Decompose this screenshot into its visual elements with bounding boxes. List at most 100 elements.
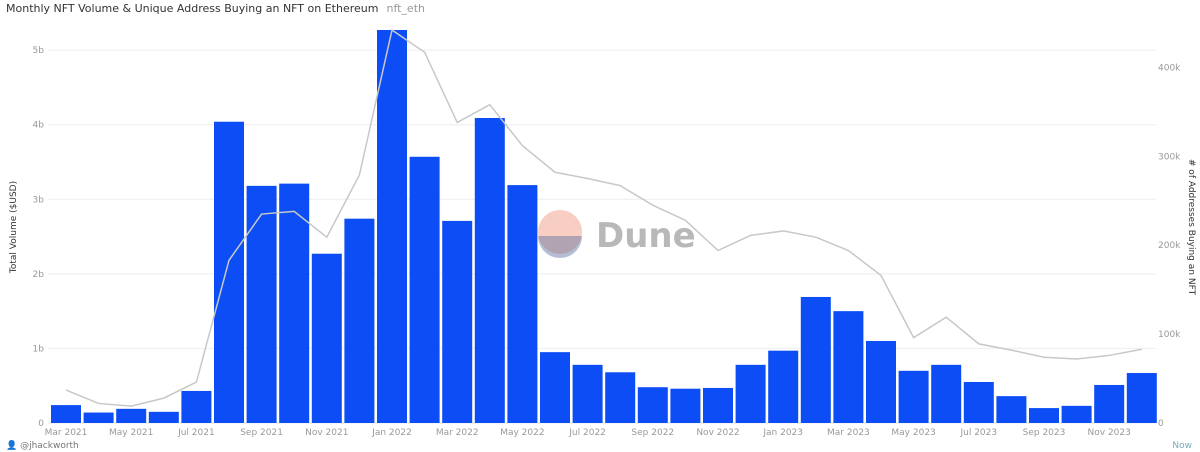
line-point[interactable] [194, 380, 198, 384]
bar-jul-2021[interactable] [181, 390, 212, 423]
line-point[interactable] [357, 173, 361, 177]
x-tick-label: Nov 2023 [1088, 428, 1131, 438]
author-credit[interactable]: 👤 @jhackworth [6, 441, 79, 451]
bar-mar-2023[interactable] [833, 311, 864, 423]
line-point[interactable] [781, 229, 785, 233]
bar-feb-2023[interactable] [800, 296, 831, 423]
bar-aug-2022[interactable] [605, 372, 636, 423]
bar-jan-2022[interactable] [377, 30, 407, 423]
bar-aug-2021[interactable] [214, 121, 244, 424]
x-tick-label: Mar 2023 [827, 428, 870, 438]
line-point[interactable] [1075, 357, 1079, 361]
title-text: Monthly NFT Volume & Unique Address Buyi… [6, 2, 379, 15]
x-tick-label: May 2023 [891, 428, 935, 438]
line-point[interactable] [1107, 353, 1111, 357]
y-tick-label: 2b [33, 270, 45, 280]
line-point[interactable] [162, 396, 166, 400]
line-point[interactable] [97, 401, 101, 405]
line-point[interactable] [260, 212, 264, 216]
line-point[interactable] [586, 176, 590, 180]
line-point[interactable] [292, 209, 296, 213]
x-tick-label: Jul 2021 [177, 428, 215, 438]
bar-nov-2023[interactable] [1094, 384, 1125, 423]
x-tick-label: Nov 2021 [305, 428, 348, 438]
bar-feb-2022[interactable] [409, 156, 440, 423]
line-point[interactable] [1140, 347, 1144, 351]
line-point[interactable] [618, 184, 622, 188]
dune-watermark: Dune [538, 210, 696, 258]
y-tick-label: 3b [33, 195, 45, 205]
bar-may-2022[interactable] [507, 185, 538, 423]
bar-mar-2022[interactable] [442, 220, 473, 423]
bar-sep-2023[interactable] [1029, 408, 1059, 423]
bar-dec-2022[interactable] [735, 364, 766, 423]
bar-jun-2022[interactable] [540, 352, 570, 423]
bar-jun-2021[interactable] [148, 411, 179, 423]
dune-logo-lower [538, 236, 582, 258]
line-point[interactable] [520, 144, 524, 148]
x-tick-label: Jul 2022 [568, 428, 606, 438]
bar-dec-2021[interactable] [344, 218, 375, 423]
bar-nov-2021[interactable] [311, 253, 342, 423]
bar-jul-2023[interactable] [963, 381, 994, 423]
y2-tick-label: 200k [1158, 241, 1181, 251]
bar-oct-2021[interactable] [279, 183, 310, 423]
line-point[interactable] [814, 235, 818, 239]
x-tick-label: Nov 2022 [696, 428, 739, 438]
watermark-text: Dune [596, 216, 696, 256]
bar-oct-2023[interactable] [1061, 405, 1092, 423]
bar-aug-2023[interactable] [996, 396, 1027, 423]
bar-apr-2022[interactable] [474, 117, 505, 423]
line-point[interactable] [423, 50, 427, 54]
bar-apr-2021[interactable] [83, 412, 114, 423]
x-tick-label: Jan 2023 [762, 428, 803, 438]
line-point[interactable] [683, 218, 687, 222]
bar-jan-2023[interactable] [768, 350, 799, 423]
x-tick-label: Sep 2022 [631, 428, 674, 438]
line-point[interactable] [390, 28, 394, 32]
y-tick-label: 1b [33, 344, 45, 354]
bar-sep-2022[interactable] [637, 387, 668, 423]
bar-dec-2023[interactable] [1126, 373, 1157, 423]
bar-oct-2022[interactable] [670, 388, 701, 423]
chart-title: Monthly NFT Volume & Unique Address Buyi… [6, 2, 425, 15]
line-point[interactable] [553, 170, 557, 174]
y2-tick-label: 400k [1158, 63, 1181, 73]
x-tick-label: May 2022 [500, 428, 544, 438]
bar-jun-2023[interactable] [931, 364, 962, 423]
query-tag[interactable]: nft_eth [386, 2, 425, 15]
line-point[interactable] [846, 249, 850, 253]
line-point[interactable] [227, 258, 231, 262]
line-point[interactable] [944, 315, 948, 319]
line-point[interactable] [1009, 348, 1013, 352]
bar-mar-2021[interactable] [51, 405, 81, 423]
bar-sep-2021[interactable] [246, 185, 277, 423]
x-tick-label: Sep 2023 [1023, 428, 1066, 438]
line-point[interactable] [749, 233, 753, 237]
bar-nov-2022[interactable] [703, 387, 733, 423]
line-point[interactable] [651, 203, 655, 207]
bar-may-2021[interactable] [116, 408, 147, 423]
line-point[interactable] [129, 404, 133, 408]
line-point[interactable] [64, 388, 68, 392]
dune-logo-icon [538, 210, 582, 254]
line-point[interactable] [325, 235, 329, 239]
x-tick-label: Mar 2022 [436, 428, 479, 438]
x-tick-label: May 2021 [109, 428, 153, 438]
y-tick-label: 5b [33, 46, 45, 56]
bar-jul-2022[interactable] [572, 364, 603, 423]
line-point[interactable] [879, 273, 883, 277]
line-point[interactable] [488, 103, 492, 107]
bar-apr-2023[interactable] [866, 340, 896, 423]
status-text: Now [1172, 441, 1192, 451]
line-point[interactable] [455, 120, 459, 124]
author-name[interactable]: @jhackworth [20, 441, 79, 451]
line-point[interactable] [716, 249, 720, 253]
line-point[interactable] [912, 336, 916, 340]
y2-tick-label: 300k [1158, 152, 1181, 162]
bar-may-2023[interactable] [898, 370, 929, 423]
x-tick-label: Sep 2021 [240, 428, 283, 438]
refresh-status[interactable]: Now [1172, 441, 1192, 451]
line-point[interactable] [1042, 355, 1046, 359]
line-point[interactable] [977, 342, 981, 346]
